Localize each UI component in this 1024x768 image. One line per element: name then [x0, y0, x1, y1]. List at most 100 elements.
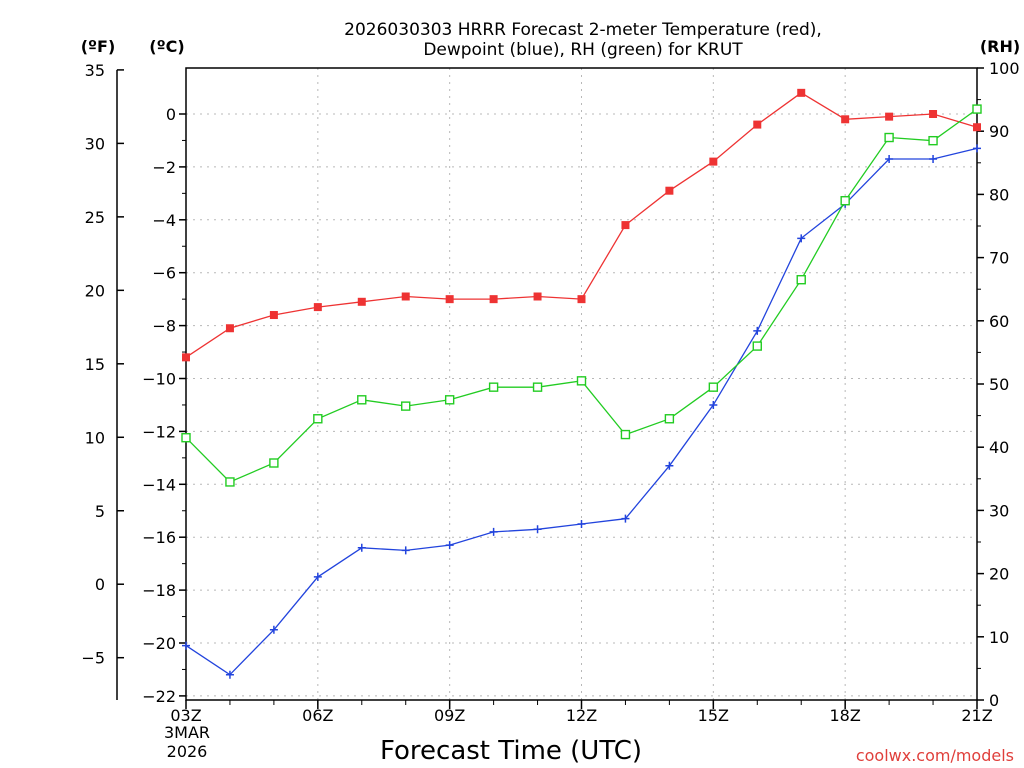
- relative-humidity-point: [532, 382, 543, 392]
- dewpoint-point: [973, 144, 981, 153]
- temperature-series: [182, 88, 981, 362]
- rh-tick-label: 40: [989, 438, 1009, 457]
- relative-humidity-point: [444, 395, 455, 405]
- temperature-point: [885, 112, 894, 121]
- relative-humidity-point: [313, 414, 323, 424]
- x-date-year: 2026: [167, 742, 208, 761]
- rh-tick-label: 90: [989, 122, 1009, 141]
- relative-humidity-point: [488, 382, 499, 392]
- relative-humidity-point: [225, 477, 235, 487]
- relative-humidity-point: [840, 196, 850, 206]
- rh-tick-label: 30: [989, 501, 1009, 520]
- dewpoint-point: [929, 154, 938, 163]
- temperature-point: [225, 324, 234, 333]
- relative-humidity-point: [181, 433, 191, 443]
- relative-humidity-series: [181, 104, 982, 487]
- relative-humidity-point: [752, 341, 762, 351]
- celsius-tick-label: −20: [142, 634, 176, 653]
- celsius-tick-label: −6: [152, 264, 176, 283]
- temperature-point: [973, 123, 981, 132]
- temperature-point: [753, 120, 762, 129]
- celsius-tick-label: −2: [152, 158, 176, 177]
- temperature-point: [797, 88, 806, 97]
- fahrenheit-unit-label: (ºF): [81, 37, 116, 56]
- dewpoint-point: [885, 154, 894, 163]
- x-date-month: 3MAR: [164, 723, 210, 742]
- rh-tick-label: 60: [989, 312, 1009, 331]
- celsius-tick-label: −8: [152, 317, 176, 336]
- temperature-point: [445, 295, 454, 304]
- temperature-point: [621, 221, 630, 230]
- fahrenheit-tick-label: 15: [85, 355, 105, 374]
- temperature-point: [357, 297, 366, 306]
- fahrenheit-tick-label: 5: [95, 502, 105, 521]
- chart-title-line-1: 2026030303 HRRR Forecast 2-meter Tempera…: [344, 20, 822, 40]
- rh-tick-label: 20: [989, 565, 1009, 584]
- temperature-point: [269, 311, 278, 320]
- dewpoint-point: [489, 527, 498, 536]
- celsius-tick-label: −18: [142, 581, 176, 600]
- relative-humidity-point: [928, 135, 938, 146]
- celsius-tick-label: −16: [142, 528, 176, 547]
- temperature-point: [313, 303, 322, 312]
- x-tick-label: 09Z: [434, 706, 465, 725]
- data-series: [181, 88, 982, 679]
- rh-unit-label: (RH): [980, 37, 1020, 56]
- relative-humidity-point: [972, 104, 982, 114]
- dewpoint-point: [225, 670, 234, 679]
- relative-humidity-point: [884, 132, 894, 143]
- fahrenheit-tick-label: −5: [81, 649, 105, 668]
- rh-tick-label: 100: [989, 59, 1020, 78]
- celsius-tick-label: −10: [142, 370, 176, 389]
- x-tick-label: 06Z: [302, 706, 333, 725]
- dewpoint-point: [709, 400, 718, 409]
- temperature-point: [929, 110, 938, 118]
- dewpoint-point: [182, 641, 190, 650]
- temperature-point: [665, 186, 674, 195]
- temperature-point: [841, 115, 850, 124]
- dewpoint-point: [577, 519, 586, 528]
- relative-humidity-point: [708, 382, 719, 392]
- dewpoint-point: [665, 461, 674, 470]
- fahrenheit-tick-label: 0: [95, 575, 105, 594]
- celsius-tick-label: −22: [142, 687, 176, 706]
- x-tick-label: 18Z: [830, 706, 861, 725]
- fahrenheit-tick-label: 35: [85, 61, 105, 80]
- relative-humidity-point: [664, 414, 675, 424]
- fahrenheit-tick-label: 10: [85, 428, 105, 447]
- fahrenheit-tick-label: 20: [85, 281, 105, 300]
- relative-humidity-point: [269, 458, 279, 468]
- dewpoint-point: [313, 572, 322, 581]
- x-axis-title: Forecast Time (UTC): [380, 736, 642, 766]
- rh-tick-label: 10: [989, 628, 1009, 647]
- dewpoint-point: [445, 541, 454, 550]
- temperature-point: [182, 353, 190, 362]
- temperature-point: [709, 157, 718, 166]
- relative-humidity-point: [620, 429, 631, 440]
- celsius-tick-label: −14: [142, 475, 176, 494]
- relative-humidity-point: [357, 395, 367, 405]
- temperature-point: [533, 292, 542, 301]
- x-tick-label: 12Z: [566, 706, 597, 725]
- dewpoint-point: [621, 514, 630, 523]
- relative-humidity-point: [796, 275, 806, 285]
- temperature-point: [577, 295, 586, 304]
- axes: [116, 67, 984, 709]
- celsius-tick-label: 0: [166, 105, 176, 124]
- dewpoint-point: [533, 525, 542, 534]
- credit-link[interactable]: coolwx.com/models: [856, 746, 1014, 765]
- rh-tick-label: 50: [989, 375, 1009, 394]
- temperature-point: [401, 292, 410, 301]
- relative-humidity-point: [576, 376, 587, 386]
- fahrenheit-tick-label: 25: [85, 208, 105, 227]
- dewpoint-point: [797, 234, 806, 243]
- dewpoint-point: [753, 326, 762, 335]
- dewpoint-point: [357, 543, 366, 552]
- x-tick-label: 15Z: [698, 706, 729, 725]
- rh-tick-label: 70: [989, 249, 1009, 268]
- temperature-point: [489, 295, 498, 304]
- chart-title-line-2: Dewpoint (blue), RH (green) for KRUT: [423, 40, 743, 60]
- rh-tick-label: 0: [989, 691, 999, 710]
- celsius-tick-label: −12: [142, 422, 176, 441]
